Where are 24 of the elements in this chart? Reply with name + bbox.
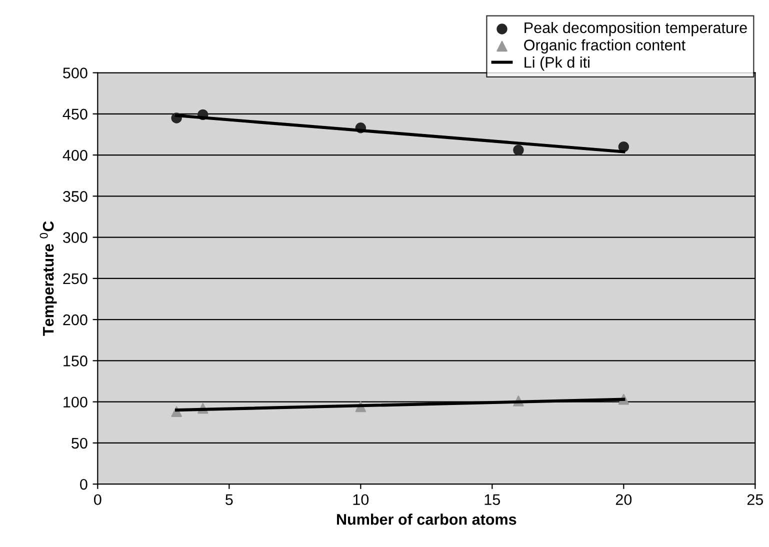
- y-tick-label: 50: [72, 438, 88, 449]
- y-tick-label: 0: [80, 478, 88, 490]
- y-axis-title: Temperature $^{0}$C: [40, 221, 57, 336]
- y-tick-label: 250: [63, 273, 88, 284]
- y-tick-label: 150: [64, 356, 88, 366]
- legend-label: Organic fraction content: [524, 39, 686, 54]
- x-tick-label: 0: [94, 494, 102, 506]
- y-tick-label: 350: [63, 191, 88, 202]
- y-tick-label: 300: [63, 232, 88, 243]
- y-tick-label: 450: [62, 108, 88, 120]
- y-tick-label: 400: [62, 150, 88, 161]
- x-axis-title: Number of carbon atoms: [337, 514, 516, 525]
- x-tick-label: 20: [616, 494, 632, 506]
- legend-label: Peak decomposition temperature: [524, 22, 747, 36]
- x-tick-label: 25: [747, 494, 764, 506]
- point: [618, 141, 630, 152]
- y-tick-label: 500: [63, 68, 88, 78]
- legend-label: Li (Pk d iti: [524, 56, 590, 71]
- y-tick-label: 200: [63, 314, 88, 326]
- x-tick-label: 10: [353, 494, 369, 506]
- point: [513, 144, 524, 156]
- x-tick-label: 15: [484, 494, 500, 506]
- x-tick-label: 5: [226, 494, 233, 506]
- y-tick-label: 100: [64, 396, 88, 408]
